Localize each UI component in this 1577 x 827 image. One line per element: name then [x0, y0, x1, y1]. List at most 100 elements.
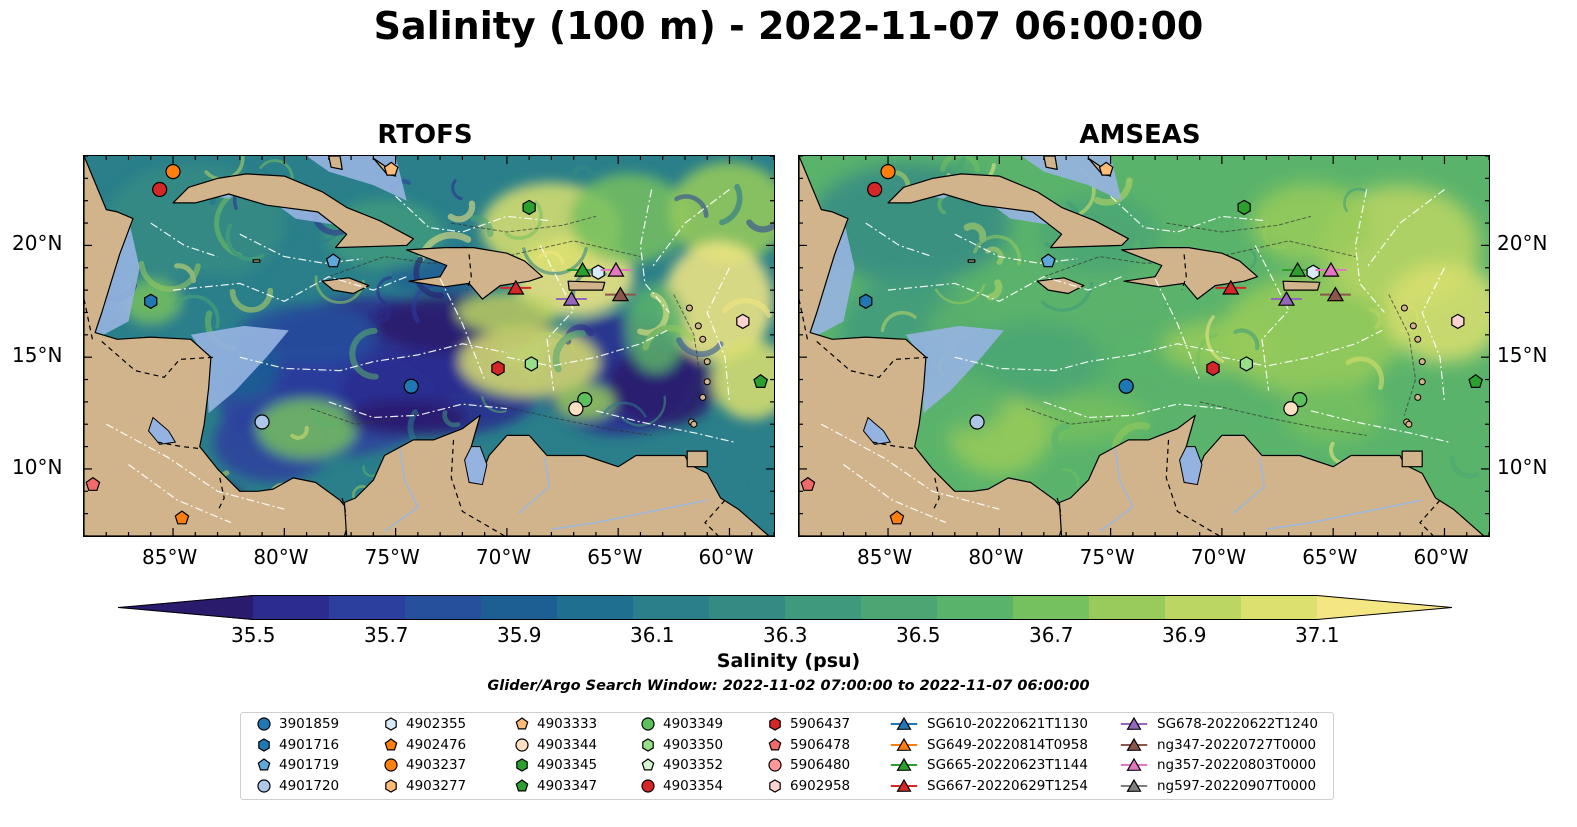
platform-marker-4902355	[591, 264, 605, 280]
platform-marker-4902476	[174, 510, 190, 525]
map-panel-amseas[interactable]	[798, 155, 1490, 537]
platform-marker-SG667-20220629T1254	[1215, 279, 1247, 295]
legend-item: SG665-20220623T1144	[887, 756, 1088, 774]
lon-tick-label: 60°W	[1413, 545, 1469, 569]
legend-label: 4903277	[406, 777, 467, 794]
platform-marker-4901720	[969, 414, 985, 430]
platform-marker-4903345	[522, 199, 536, 216]
legend-item: 3901859	[255, 715, 339, 733]
platform-marker-SG667-20220629T1254	[500, 279, 532, 295]
legend-item: 4903352	[639, 756, 723, 774]
platform-marker-4902355	[1306, 264, 1320, 280]
panel-title-amseas: AMSEAS	[1079, 120, 1201, 150]
legend-label: ng347-20220727T0000	[1157, 736, 1317, 753]
figure-title: Salinity (100 m) - 2022-11-07 06:00:00	[373, 4, 1204, 48]
legend-item: 4903347	[513, 777, 597, 795]
platform-marker-5906478	[800, 476, 816, 491]
platform-marker-4902476	[889, 510, 905, 525]
platform-marker-4903237	[880, 164, 896, 180]
legend-label: 4901716	[279, 736, 340, 753]
platform-marker-4903333	[1098, 161, 1114, 176]
legend-item: 4903333	[513, 715, 597, 733]
platform-marker-6902958	[1451, 313, 1465, 330]
platform-marker-SG678-20220622T1240	[1271, 290, 1302, 306]
lat-tick-label: 20°N	[12, 231, 63, 256]
colorbar-graphic	[117, 595, 1453, 620]
colorbar-tick-label: 37.1	[1295, 623, 1340, 647]
legend-item: 4901716	[255, 736, 339, 754]
platform-marker-5906478	[85, 476, 101, 491]
platform-marker-3901859	[403, 378, 419, 394]
platform-marker-ng347-20220727T0000	[1320, 286, 1351, 302]
platform-legend: 3901859 4901716 4901719 4901720 4902355 49024…	[240, 712, 1334, 800]
platform-marker-4903350	[524, 356, 538, 372]
colorbar-tick-label: 36.7	[1029, 623, 1074, 647]
legend-label: SG649-20220814T0958	[927, 736, 1088, 753]
legend-label: SG667-20220629T1254	[927, 777, 1088, 794]
legend-item: 5906478	[766, 736, 850, 754]
legend-item: 4901719	[255, 756, 339, 774]
legend-item: 4902476	[382, 736, 466, 754]
legend-item: 4903349	[639, 715, 723, 733]
lon-tick-label: 70°W	[1190, 545, 1247, 569]
platform-marker-4903333	[383, 161, 399, 176]
legend-label: 4901720	[279, 777, 340, 794]
lon-tick-label: 85°W	[142, 545, 198, 569]
platform-marker-4901719	[1040, 253, 1056, 268]
lon-tick-label: 75°W	[364, 545, 420, 569]
legend-label: 4902355	[406, 716, 467, 732]
legend-item: 4903277	[382, 777, 466, 795]
colorbar-tick-label: 36.3	[763, 623, 808, 647]
legend-label: 5906437	[790, 716, 851, 732]
legend-label: 4903333	[537, 716, 598, 732]
lat-tick-label: 15°N	[1497, 343, 1548, 368]
platform-marker-4903354	[867, 181, 883, 198]
lon-tick-label: 80°W	[968, 545, 1024, 569]
platform-marker-6902958	[736, 313, 750, 330]
legend-label: 6902958	[790, 777, 851, 794]
platform-marker-4903344	[1283, 400, 1299, 417]
lat-tick-label: 15°N	[12, 343, 63, 368]
platform-marker-4903345	[1237, 199, 1251, 216]
legend-label: 4903344	[537, 736, 598, 753]
legend-item: ng357-20220803T0000	[1117, 756, 1316, 774]
platform-marker-4903349	[577, 392, 593, 408]
legend-item: SG649-20220814T0958	[887, 736, 1088, 754]
colorbar-tick-label: 36.5	[896, 623, 941, 647]
legend-label: SG678-20220622T1240	[1157, 716, 1318, 732]
platform-marker-ng347-20220727T0000	[605, 286, 636, 302]
platform-marker-4901716	[859, 293, 873, 309]
colorbar-label: Salinity (psu)	[716, 650, 861, 672]
legend-item: 4903237	[382, 756, 466, 774]
platform-marker-4903349	[1292, 392, 1308, 408]
platform-marker-4903354	[152, 181, 168, 198]
platform-marker-ng357-20220803T0000	[600, 261, 632, 277]
legend-label: 4903345	[537, 757, 598, 773]
legend-item: SG667-20220629T1254	[887, 777, 1088, 795]
colorbar-tick-label: 35.7	[364, 623, 409, 647]
legend-label: 4903347	[537, 777, 598, 794]
lon-tick-label: 70°W	[475, 545, 532, 569]
lon-tick-label: 65°W	[587, 545, 643, 569]
legend-label: 4903354	[663, 777, 724, 794]
platform-marker-4901716	[144, 293, 158, 309]
lon-tick-label: 75°W	[1079, 545, 1135, 569]
search-window-note: Glider/Argo Search Window: 2022-11-02 07…	[487, 678, 1090, 694]
legend-item: 5906437	[766, 715, 850, 733]
legend-label: SG610-20220621T1130	[927, 716, 1088, 732]
legend-label: 4902476	[406, 736, 467, 753]
legend-label: 5906478	[790, 736, 851, 753]
panel-title-rtofs: RTOFS	[377, 120, 473, 150]
lat-tick-label: 10°N	[1497, 454, 1548, 479]
lon-tick-label: 80°W	[253, 545, 309, 569]
legend-item: 6902958	[766, 777, 850, 795]
legend-item: SG610-20220621T1130	[887, 715, 1088, 733]
colorbar-tick-label: 36.9	[1162, 623, 1207, 647]
map-panel-rtofs[interactable]	[83, 155, 775, 537]
legend-label: SG665-20220623T1144	[927, 757, 1088, 773]
legend-item: SG678-20220622T1240	[1117, 715, 1318, 733]
lat-tick-label: 20°N	[1497, 231, 1548, 256]
legend-item: 4903344	[513, 736, 597, 754]
platform-marker-4903347	[1468, 374, 1484, 388]
legend-label: 3901859	[279, 716, 340, 732]
